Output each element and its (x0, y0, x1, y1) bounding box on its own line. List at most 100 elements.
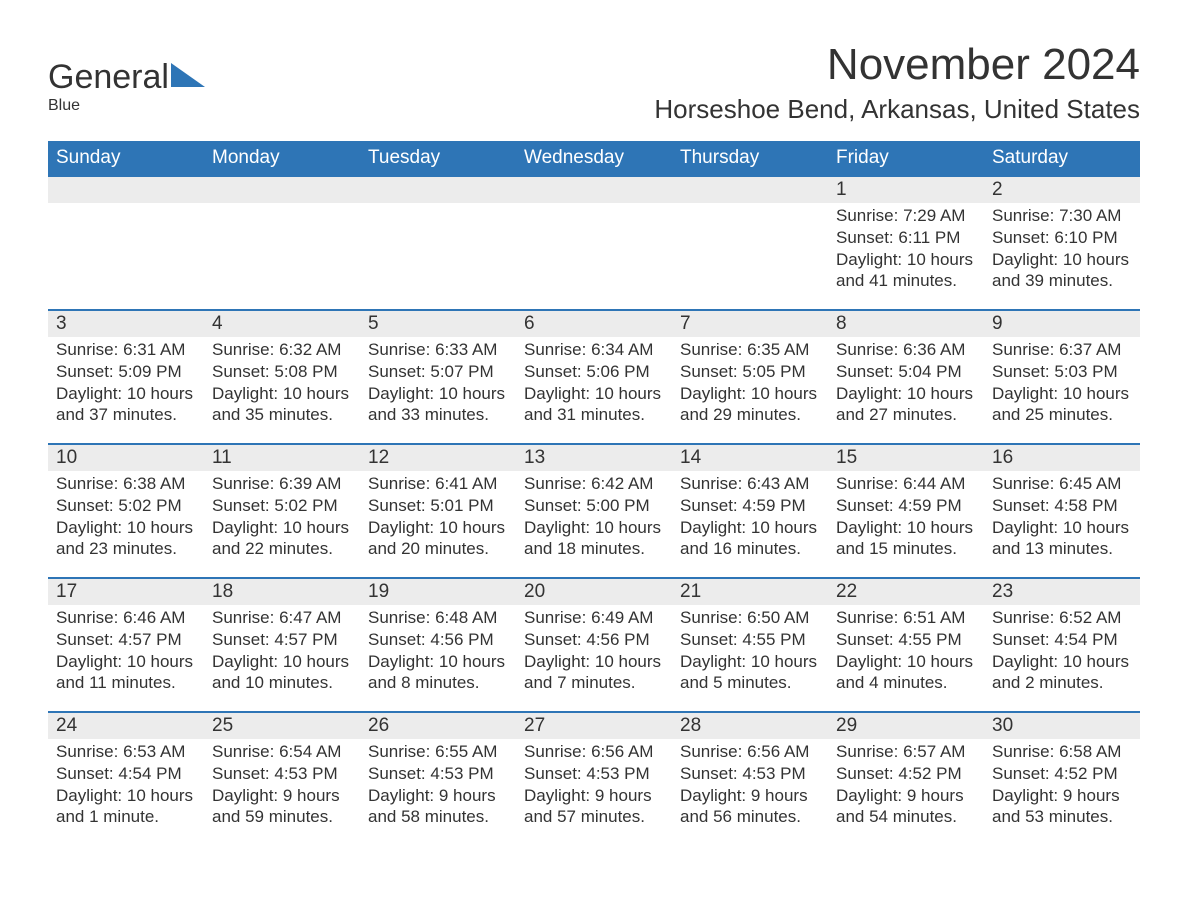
sunrise-text: Sunrise: 6:34 AM (524, 339, 664, 361)
day-number: 3 (48, 309, 204, 337)
daylight-text: Daylight: 10 hours and 20 minutes. (368, 517, 508, 561)
sunrise-text: Sunrise: 6:39 AM (212, 473, 352, 495)
calendar-day-cell: 30Sunrise: 6:58 AMSunset: 4:52 PMDayligh… (984, 711, 1140, 845)
weekday-header: Thursday (672, 141, 828, 175)
daylight-text: Daylight: 9 hours and 56 minutes. (680, 785, 820, 829)
daylight-text: Daylight: 10 hours and 10 minutes. (212, 651, 352, 695)
title-block: November 2024 Horseshoe Bend, Arkansas, … (654, 40, 1140, 135)
daylight-text: Daylight: 10 hours and 7 minutes. (524, 651, 664, 695)
daylight-text: Daylight: 10 hours and 27 minutes. (836, 383, 976, 427)
day-details (360, 203, 516, 209)
day-details: Sunrise: 6:43 AMSunset: 4:59 PMDaylight:… (672, 471, 828, 564)
sunset-text: Sunset: 5:07 PM (368, 361, 508, 383)
calendar-day-cell: 21Sunrise: 6:50 AMSunset: 4:55 PMDayligh… (672, 577, 828, 711)
day-number: 23 (984, 577, 1140, 605)
daylight-text: Daylight: 9 hours and 57 minutes. (524, 785, 664, 829)
calendar-day-cell: 9Sunrise: 6:37 AMSunset: 5:03 PMDaylight… (984, 309, 1140, 443)
sunset-text: Sunset: 4:59 PM (680, 495, 820, 517)
daylight-text: Daylight: 10 hours and 22 minutes. (212, 517, 352, 561)
calendar-day-cell: 10Sunrise: 6:38 AMSunset: 5:02 PMDayligh… (48, 443, 204, 577)
sunset-text: Sunset: 4:59 PM (836, 495, 976, 517)
day-details: Sunrise: 6:56 AMSunset: 4:53 PMDaylight:… (516, 739, 672, 832)
day-number (360, 175, 516, 203)
sunset-text: Sunset: 4:57 PM (56, 629, 196, 651)
day-number: 20 (516, 577, 672, 605)
daylight-text: Daylight: 10 hours and 35 minutes. (212, 383, 352, 427)
sunset-text: Sunset: 4:55 PM (836, 629, 976, 651)
sunrise-text: Sunrise: 6:33 AM (368, 339, 508, 361)
weekday-header: Friday (828, 141, 984, 175)
sunrise-text: Sunrise: 6:36 AM (836, 339, 976, 361)
sunset-text: Sunset: 4:52 PM (992, 763, 1132, 785)
sunset-text: Sunset: 4:54 PM (56, 763, 196, 785)
day-details: Sunrise: 6:55 AMSunset: 4:53 PMDaylight:… (360, 739, 516, 832)
day-details: Sunrise: 6:49 AMSunset: 4:56 PMDaylight:… (516, 605, 672, 698)
day-number: 28 (672, 711, 828, 739)
sunset-text: Sunset: 4:53 PM (524, 763, 664, 785)
daylight-text: Daylight: 10 hours and 31 minutes. (524, 383, 664, 427)
calendar-day-cell (360, 175, 516, 309)
sunrise-text: Sunrise: 6:35 AM (680, 339, 820, 361)
calendar-week-row: 10Sunrise: 6:38 AMSunset: 5:02 PMDayligh… (48, 443, 1140, 577)
weekday-header: Monday (204, 141, 360, 175)
day-number: 9 (984, 309, 1140, 337)
calendar-day-cell: 24Sunrise: 6:53 AMSunset: 4:54 PMDayligh… (48, 711, 204, 845)
day-details: Sunrise: 6:58 AMSunset: 4:52 PMDaylight:… (984, 739, 1140, 832)
calendar-day-cell (516, 175, 672, 309)
sunrise-text: Sunrise: 6:31 AM (56, 339, 196, 361)
day-details: Sunrise: 6:51 AMSunset: 4:55 PMDaylight:… (828, 605, 984, 698)
day-number: 12 (360, 443, 516, 471)
calendar-day-cell: 7Sunrise: 6:35 AMSunset: 5:05 PMDaylight… (672, 309, 828, 443)
sunset-text: Sunset: 5:05 PM (680, 361, 820, 383)
calendar-day-cell: 19Sunrise: 6:48 AMSunset: 4:56 PMDayligh… (360, 577, 516, 711)
calendar-day-cell: 22Sunrise: 6:51 AMSunset: 4:55 PMDayligh… (828, 577, 984, 711)
calendar-day-cell (204, 175, 360, 309)
sunrise-text: Sunrise: 6:47 AM (212, 607, 352, 629)
day-number: 14 (672, 443, 828, 471)
sunset-text: Sunset: 5:09 PM (56, 361, 196, 383)
sunrise-text: Sunrise: 6:58 AM (992, 741, 1132, 763)
calendar-day-cell: 13Sunrise: 6:42 AMSunset: 5:00 PMDayligh… (516, 443, 672, 577)
day-number (48, 175, 204, 203)
sunrise-text: Sunrise: 6:51 AM (836, 607, 976, 629)
calendar-day-cell: 28Sunrise: 6:56 AMSunset: 4:53 PMDayligh… (672, 711, 828, 845)
day-details: Sunrise: 6:38 AMSunset: 5:02 PMDaylight:… (48, 471, 204, 564)
calendar-day-cell: 20Sunrise: 6:49 AMSunset: 4:56 PMDayligh… (516, 577, 672, 711)
daylight-text: Daylight: 10 hours and 16 minutes. (680, 517, 820, 561)
sunrise-text: Sunrise: 6:50 AM (680, 607, 820, 629)
daylight-text: Daylight: 10 hours and 23 minutes. (56, 517, 196, 561)
day-number: 7 (672, 309, 828, 337)
day-details: Sunrise: 6:50 AMSunset: 4:55 PMDaylight:… (672, 605, 828, 698)
day-details: Sunrise: 6:46 AMSunset: 4:57 PMDaylight:… (48, 605, 204, 698)
day-number: 17 (48, 577, 204, 605)
sunset-text: Sunset: 6:11 PM (836, 227, 976, 249)
day-details: Sunrise: 6:47 AMSunset: 4:57 PMDaylight:… (204, 605, 360, 698)
day-details (672, 203, 828, 209)
calendar-day-cell: 4Sunrise: 6:32 AMSunset: 5:08 PMDaylight… (204, 309, 360, 443)
daylight-text: Daylight: 10 hours and 2 minutes. (992, 651, 1132, 695)
daylight-text: Daylight: 9 hours and 58 minutes. (368, 785, 508, 829)
sunrise-text: Sunrise: 6:49 AM (524, 607, 664, 629)
daylight-text: Daylight: 10 hours and 39 minutes. (992, 249, 1132, 293)
day-number: 13 (516, 443, 672, 471)
calendar-day-cell: 23Sunrise: 6:52 AMSunset: 4:54 PMDayligh… (984, 577, 1140, 711)
month-title: November 2024 (654, 40, 1140, 90)
daylight-text: Daylight: 10 hours and 5 minutes. (680, 651, 820, 695)
day-number: 8 (828, 309, 984, 337)
calendar-day-cell: 8Sunrise: 6:36 AMSunset: 5:04 PMDaylight… (828, 309, 984, 443)
calendar-day-cell: 26Sunrise: 6:55 AMSunset: 4:53 PMDayligh… (360, 711, 516, 845)
daylight-text: Daylight: 9 hours and 59 minutes. (212, 785, 352, 829)
day-number: 11 (204, 443, 360, 471)
sunset-text: Sunset: 5:01 PM (368, 495, 508, 517)
daylight-text: Daylight: 9 hours and 54 minutes. (836, 785, 976, 829)
calendar-table: Sunday Monday Tuesday Wednesday Thursday… (48, 141, 1140, 845)
sunrise-text: Sunrise: 6:43 AM (680, 473, 820, 495)
day-number: 19 (360, 577, 516, 605)
daylight-text: Daylight: 10 hours and 33 minutes. (368, 383, 508, 427)
day-details: Sunrise: 6:48 AMSunset: 4:56 PMDaylight:… (360, 605, 516, 698)
calendar-day-cell: 3Sunrise: 6:31 AMSunset: 5:09 PMDaylight… (48, 309, 204, 443)
calendar-week-row: 3Sunrise: 6:31 AMSunset: 5:09 PM Daylight… (48, 309, 1140, 443)
day-details (516, 203, 672, 209)
daylight-text: Daylight: 10 hours and 11 minutes. (56, 651, 196, 695)
day-number: 2 (984, 175, 1140, 203)
